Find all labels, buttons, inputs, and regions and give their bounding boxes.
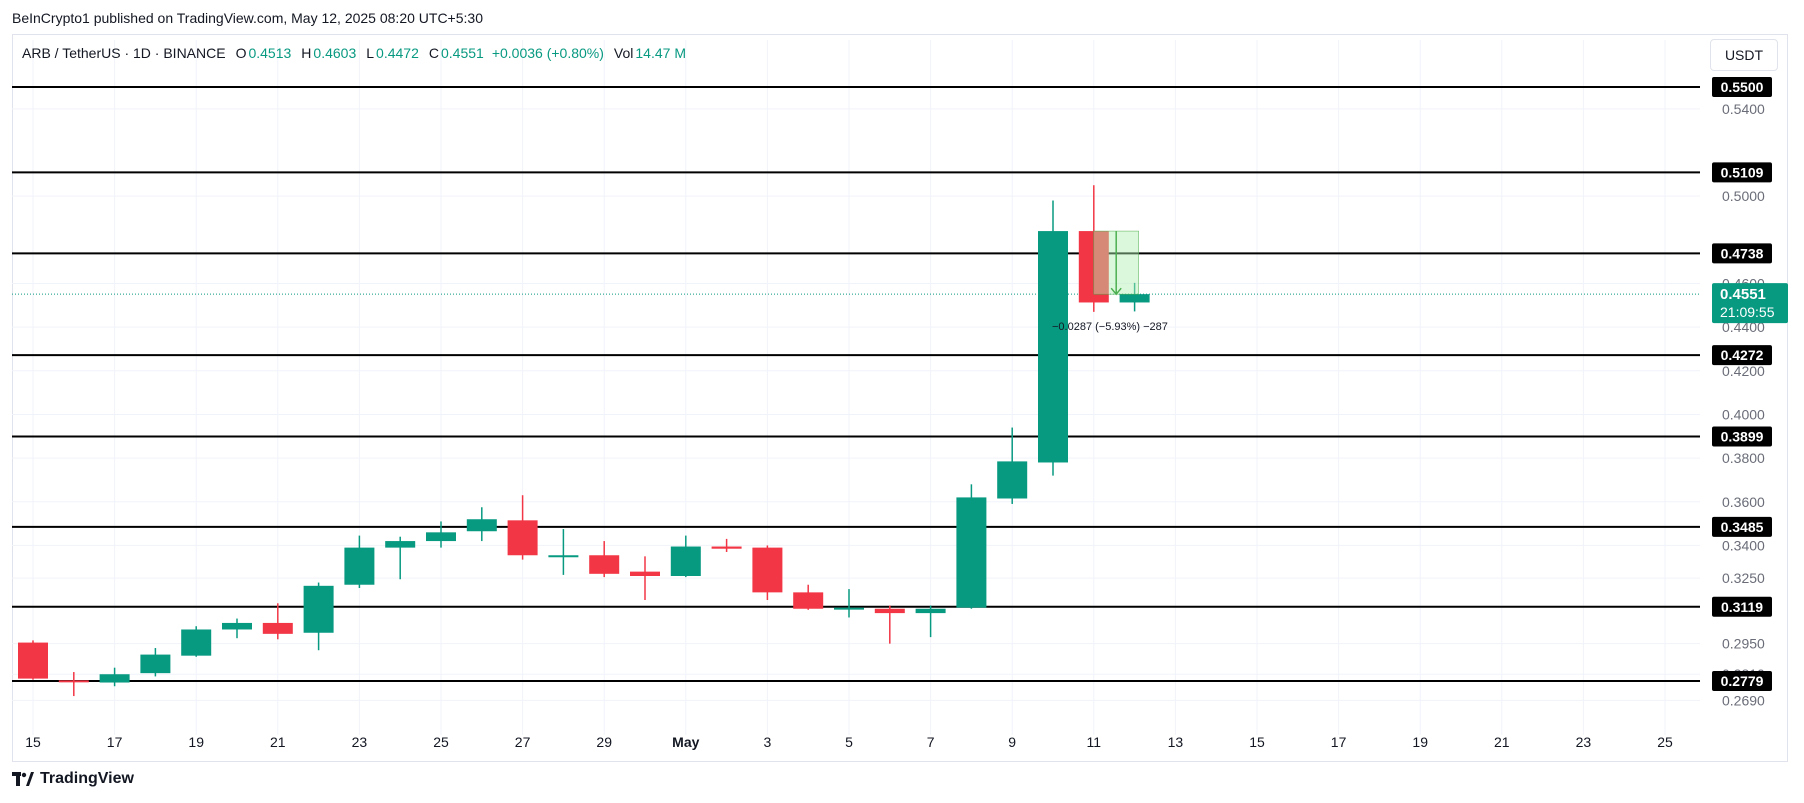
- x-tick-label: 15: [25, 734, 41, 750]
- x-tick-label: 13: [1168, 734, 1184, 750]
- y-tick-label: 0.2950: [1722, 636, 1765, 652]
- y-tick-label: 0.3800: [1722, 450, 1765, 466]
- candle-body[interactable]: [18, 642, 48, 679]
- candle-body[interactable]: [344, 547, 375, 585]
- x-tick-label: 27: [515, 734, 531, 750]
- level-label: 0.4738: [1721, 245, 1764, 261]
- x-tick-label: 23: [1576, 734, 1592, 750]
- x-tick-label: 25: [1657, 734, 1673, 750]
- current-price-tag: [1712, 283, 1788, 324]
- legend-open-label: O: [235, 45, 247, 61]
- candle-body[interactable]: [834, 607, 864, 610]
- legend-vol-label: Vol: [613, 45, 634, 61]
- tradingview-icon: [12, 772, 34, 786]
- legend-vol: 14.47 M: [635, 45, 686, 61]
- legend-high-label: H: [301, 45, 312, 61]
- candle-body[interactable]: [915, 608, 946, 614]
- x-tick-label: 19: [188, 734, 204, 750]
- candle-body[interactable]: [222, 622, 252, 630]
- level-label-box: [1712, 162, 1772, 183]
- y-tick-label: 0.2690: [1722, 692, 1765, 708]
- x-tick-label: 11: [1087, 734, 1102, 750]
- candle-body[interactable]: [140, 654, 171, 674]
- legend-close: 0.4551: [441, 45, 484, 61]
- x-tick-label: 3: [764, 734, 772, 750]
- measure-arrow-head: [1110, 287, 1122, 296]
- level-label: 0.5109: [1721, 164, 1764, 180]
- candle-body[interactable]: [507, 520, 538, 556]
- legend-low: 0.4472: [376, 45, 419, 61]
- candle-body[interactable]: [262, 622, 293, 634]
- legend-symbol[interactable]: ARB / TetherUS · 1D · BINANCE: [22, 45, 226, 61]
- x-tick-label: 17: [1331, 734, 1347, 750]
- y-tick-label: 0.5400: [1722, 101, 1765, 117]
- candle-body[interactable]: [548, 555, 579, 558]
- y-tick-label: 0.4200: [1722, 363, 1765, 379]
- level-label-box: [1712, 671, 1772, 691]
- level-label-box: [1712, 426, 1772, 447]
- level-label: 0.4272: [1721, 347, 1764, 363]
- candle-body[interactable]: [711, 546, 742, 549]
- candle-body[interactable]: [630, 571, 660, 576]
- x-tick-label: 19: [1412, 734, 1428, 750]
- level-label-box: [1712, 596, 1772, 617]
- level-label-box: [1712, 77, 1772, 97]
- level-label-box: [1712, 516, 1772, 537]
- level-label-box: [1712, 345, 1772, 366]
- candle-body[interactable]: [1038, 231, 1068, 463]
- y-tick-label: 0.3250: [1722, 570, 1765, 586]
- legend-low-label: L: [366, 45, 375, 61]
- candle-body[interactable]: [793, 592, 824, 609]
- currency-button[interactable]: USDT: [1710, 39, 1778, 71]
- legend-close-label: C: [428, 45, 439, 61]
- x-tick-label: 23: [352, 734, 368, 750]
- level-label-box: [1712, 243, 1772, 264]
- tradingview-brand: TradingView: [40, 770, 134, 787]
- x-tick-label: 21: [270, 734, 286, 750]
- candle-body[interactable]: [589, 555, 620, 574]
- publisher-caption: BeInCrypto1 published on TradingView.com…: [12, 10, 483, 26]
- level-label: 0.2779: [1721, 673, 1764, 689]
- chart-frame: [12, 34, 1788, 762]
- current-price-label: 0.4551: [1720, 286, 1766, 303]
- x-tick-label: 29: [596, 734, 612, 750]
- x-tick-label: 5: [845, 734, 853, 750]
- candle-body[interactable]: [99, 674, 130, 683]
- tradingview-logo[interactable]: TradingView: [12, 770, 134, 788]
- x-tick-label: 9: [1008, 734, 1016, 750]
- legend-open: 0.4513: [248, 45, 292, 61]
- x-tick-label: 15: [1249, 734, 1265, 750]
- candle-body[interactable]: [181, 629, 212, 656]
- candle-body[interactable]: [670, 546, 701, 576]
- level-label: 0.3119: [1721, 599, 1763, 615]
- y-tick-label: 0.3400: [1722, 537, 1765, 553]
- candle-body[interactable]: [874, 608, 905, 614]
- measure-label: −0.0287 (−5.93%) −287: [1052, 321, 1168, 333]
- x-tick-label: May: [672, 734, 699, 750]
- candle-body[interactable]: [303, 585, 334, 633]
- level-label: 0.5500: [1721, 79, 1764, 95]
- y-tick-label: 0.4000: [1722, 406, 1765, 422]
- level-label: 0.3485: [1721, 519, 1764, 535]
- candle-body[interactable]: [426, 532, 456, 542]
- candle-body[interactable]: [385, 541, 416, 548]
- candle-body[interactable]: [997, 461, 1028, 499]
- x-tick-label: 25: [433, 734, 449, 750]
- x-tick-label: 21: [1494, 734, 1510, 750]
- legend-change: +0.0036 (+0.80%): [491, 45, 604, 61]
- bar-countdown: 21:09:55: [1720, 304, 1775, 320]
- candle-body[interactable]: [1119, 294, 1150, 303]
- candle-body[interactable]: [752, 547, 783, 593]
- candle-body[interactable]: [466, 519, 497, 532]
- y-tick-label: 0.3600: [1722, 494, 1765, 510]
- legend-high: 0.4603: [313, 45, 357, 61]
- level-label: 0.3899: [1721, 429, 1764, 445]
- candle-body[interactable]: [956, 497, 987, 608]
- candle-body[interactable]: [58, 680, 89, 683]
- x-tick-label: 7: [927, 734, 935, 750]
- y-tick-label: 0.5000: [1722, 188, 1765, 204]
- x-tick-label: 17: [107, 734, 123, 750]
